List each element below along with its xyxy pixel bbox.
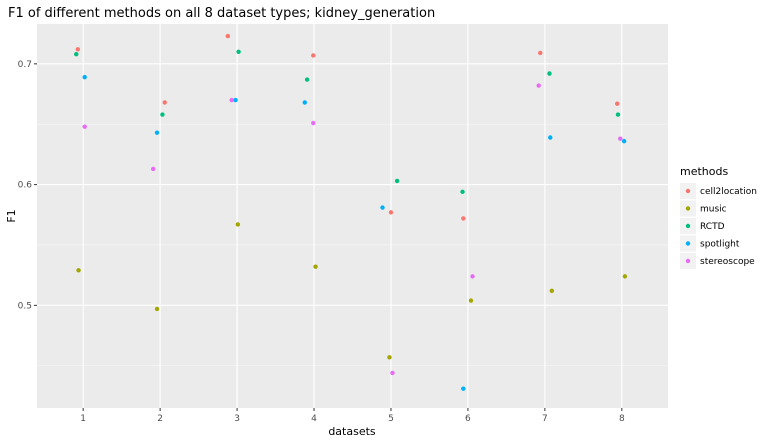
x-tick-label: 4 [311,414,317,424]
legend-marker [685,258,691,264]
data-point-stereoscope [229,97,234,103]
data-point-music [549,288,555,294]
legend-marker [685,223,691,229]
x-tick-label: 2 [157,414,163,424]
data-point-rctd [160,112,165,117]
data-point-music [76,268,81,273]
data-point-cell2location [461,216,466,221]
legend-marker [685,188,691,194]
grid-major [37,24,668,408]
chart-title: F1 of different methods on all 8 dataset… [8,6,435,21]
legend-label: stereoscope [700,257,755,267]
data-point-rctd [236,49,241,54]
data-point-stereoscope [618,136,623,141]
data-point-cell2location [225,33,231,39]
x-tick-label: 8 [619,414,625,424]
x-tick-label: 7 [542,414,548,424]
data-point-spotlight [154,130,160,135]
y-tick-label: 0.6 [18,181,33,191]
data-point-music [622,274,628,279]
grid-minor [37,123,668,367]
data-point-music [468,298,474,303]
data-point-rctd [460,189,465,195]
data-point-rctd [615,112,621,117]
y-axis-title: F1 [5,209,18,222]
legend-label: music [700,205,727,215]
data-point-spotlight [548,135,553,140]
data-point-cell2location [538,50,543,56]
data-point-spotlight [82,74,87,80]
x-tick-label: 1 [80,414,86,424]
data-point-spotlight [302,100,307,105]
legend-marker [685,206,691,211]
plot-panel [37,24,668,408]
data-point-music [235,222,241,227]
y-axis: 0.5 0.6 0.7 [18,60,37,311]
data-point-cell2location [75,47,80,52]
data-point-cell2location [388,210,394,215]
data-points [74,33,628,391]
data-point-spotlight [380,205,385,210]
data-point-music [387,355,392,360]
data-point-spotlight [621,138,627,144]
data-point-stereoscope [150,166,156,172]
y-tick-label: 0.5 [18,301,32,311]
x-tick-label: 6 [465,414,471,424]
data-point-music [313,264,318,269]
data-point-rctd [304,77,310,82]
data-point-rctd [547,71,552,76]
x-axis: 1 2 3 4 5 6 7 8 [80,408,625,424]
data-point-cell2location [311,53,316,58]
y-tick-label: 0.7 [18,60,32,70]
x-tick-label: 3 [234,414,240,424]
data-point-cell2location [162,100,167,105]
legend-label: RCTD [700,222,725,232]
legend: methods cell2location music RCTD spotlight s… [680,165,757,269]
data-point-cell2location [615,101,620,106]
data-point-stereoscope [536,83,541,88]
legend-title: methods [680,165,728,178]
legend-marker [685,241,691,246]
data-point-spotlight [461,386,466,391]
data-point-stereoscope [82,124,87,129]
data-point-spotlight [233,97,238,103]
data-point-music [154,306,160,312]
data-point-rctd [74,51,79,57]
legend-label: spotlight [700,240,740,250]
data-point-stereoscope [470,274,475,279]
data-point-stereoscope [390,370,395,376]
legend-label: cell2location [700,187,757,197]
data-point-stereoscope [311,120,316,126]
data-point-rctd [394,178,400,184]
x-tick-label: 5 [388,414,394,424]
x-axis-title: datasets [328,425,376,438]
